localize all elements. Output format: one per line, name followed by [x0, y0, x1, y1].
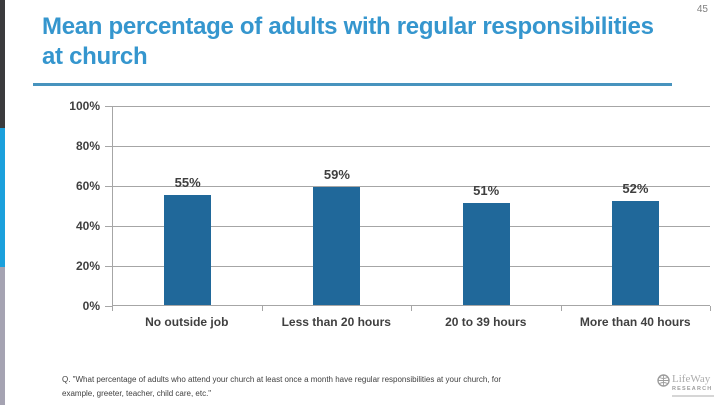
- x-axis-labels: No outside job Less than 20 hours 20 to 39…: [112, 314, 710, 330]
- bar-column: 52%: [561, 106, 710, 305]
- x-category-label: 20 to 39 hours: [445, 315, 527, 329]
- logo-name: LifeWay: [672, 373, 711, 385]
- y-tick-label: 100%: [69, 99, 100, 113]
- survey-question-footnote: Q. "What percentage of adults who attend…: [62, 375, 502, 398]
- x-category-label: No outside job: [145, 315, 229, 329]
- left-accent-stripe-dark: [0, 0, 5, 128]
- y-tick-label: 80%: [75, 139, 100, 153]
- bar-value-label: 55%: [174, 175, 201, 190]
- bar: [611, 201, 659, 305]
- y-tick-mark: [105, 306, 112, 307]
- x-tick-mark: [411, 306, 412, 311]
- y-tick-label: 60%: [75, 179, 100, 193]
- logo-subtitle: RESEARCH: [672, 386, 713, 392]
- gridline: [113, 226, 710, 227]
- gridline: [113, 146, 710, 147]
- x-category-label: Less than 20 hours: [281, 315, 391, 329]
- y-tick-label: 20%: [75, 259, 100, 273]
- bar-series: 55% 59% 51% 52%: [113, 106, 710, 305]
- y-tick-mark: [105, 266, 112, 267]
- x-tick-mark: [710, 306, 711, 311]
- title-underline: [33, 83, 672, 86]
- x-category-label: More than 40 hours: [579, 315, 691, 329]
- logo-tagline-bar: [672, 395, 714, 397]
- y-tick-mark: [105, 146, 112, 147]
- left-accent-stripe-blue: [0, 128, 5, 267]
- gridline: [113, 186, 710, 187]
- y-tick-mark: [105, 106, 112, 107]
- bar-chart-plot-area: 55% 59% 51% 52%: [112, 106, 710, 306]
- bar-column: 55%: [113, 106, 262, 305]
- bar-value-label: 52%: [622, 181, 649, 196]
- y-tick-label: 40%: [75, 219, 100, 233]
- left-accent-stripe-gray: [0, 267, 5, 405]
- page-number: 45: [696, 4, 708, 15]
- lifeway-research-logo: LifeWay RESEARCH: [657, 374, 714, 397]
- bar: [313, 187, 361, 305]
- gridline: [113, 266, 710, 267]
- bar-value-label: 51%: [473, 183, 500, 198]
- y-tick-mark: [105, 186, 112, 187]
- bar-column: 51%: [412, 106, 561, 305]
- logo-text: LifeWay RESEARCH: [672, 374, 714, 397]
- x-tick-mark: [560, 306, 562, 311]
- bar-value-label: 59%: [323, 167, 350, 182]
- y-tick-mark: [105, 226, 112, 227]
- gridline: [113, 106, 710, 107]
- y-tick-label: 0%: [82, 299, 100, 313]
- bar-column: 59%: [262, 106, 411, 305]
- slide-title: Mean percentage of adults with regular r…: [42, 13, 654, 70]
- globe-icon: [657, 374, 670, 392]
- x-tick-mark: [112, 306, 113, 311]
- bar: [164, 195, 212, 305]
- bar: [462, 203, 510, 305]
- x-tick-mark: [261, 306, 263, 311]
